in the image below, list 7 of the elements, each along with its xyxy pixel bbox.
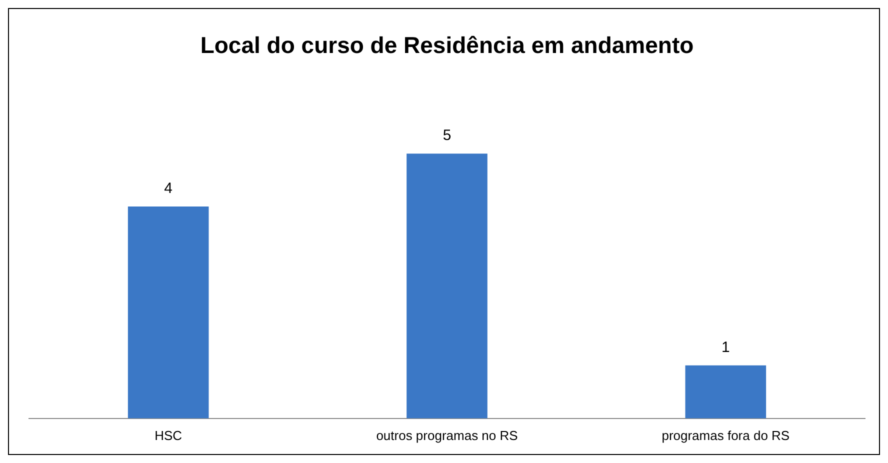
x-tick-label: outros programas no RS [376, 428, 518, 443]
x-tick-label: programas fora do RS [662, 428, 790, 443]
data-label: 5 [442, 127, 452, 144]
x-tick-label: HSC [154, 428, 182, 443]
chart-title: Local do curso de Residência em andamento [200, 32, 694, 58]
data-label: 4 [164, 180, 173, 198]
data-label: 1 [721, 339, 730, 356]
